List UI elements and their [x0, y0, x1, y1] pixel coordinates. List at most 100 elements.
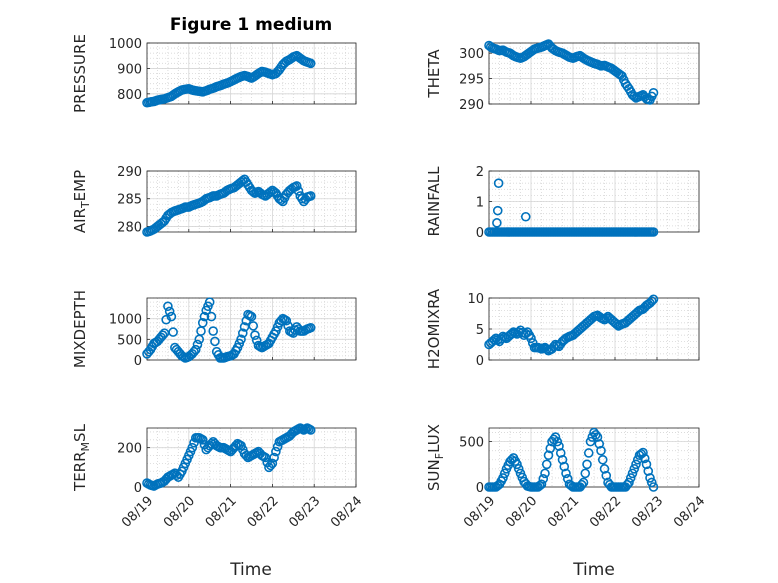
data-point — [166, 311, 177, 322]
figure-title: Figure 1 medium — [170, 15, 332, 35]
data-point — [646, 296, 657, 306]
data-point — [265, 460, 276, 471]
y-axis-label: THETA — [425, 49, 443, 99]
data-series — [484, 178, 659, 237]
data-point — [559, 461, 570, 472]
data-point — [269, 452, 279, 463]
data-point — [648, 294, 659, 305]
data-point — [643, 466, 654, 476]
data-point — [204, 297, 215, 307]
data-point — [641, 459, 652, 470]
data-point — [512, 459, 522, 470]
data-point — [541, 459, 552, 470]
y-tick-label: 290 — [117, 165, 142, 180]
y-tick-label: 0 — [476, 226, 484, 241]
x-axis-label-left: Time — [229, 560, 272, 580]
y-axis-label: SUNFLUX — [425, 424, 446, 491]
y-tick-label: 800 — [117, 88, 142, 103]
data-point — [594, 439, 605, 449]
data-series — [142, 50, 316, 108]
data-point — [192, 339, 203, 350]
data-point — [250, 330, 260, 341]
data-point — [489, 335, 500, 345]
y-tick-label: 1000 — [109, 313, 142, 328]
data-point — [552, 436, 563, 447]
y-tick-label: 2 — [476, 165, 484, 180]
axes-box — [146, 297, 357, 361]
data-point — [596, 445, 606, 456]
axes-box — [146, 170, 357, 233]
data-point — [648, 88, 659, 98]
y-tick-label: 290 — [459, 98, 484, 113]
data-point — [239, 322, 250, 332]
data-point — [281, 315, 292, 326]
subplot-3: 280 285 290 AIRTEMP — [71, 165, 357, 237]
data-point — [197, 434, 208, 445]
y-tick-label: 200 — [117, 442, 142, 457]
data-point — [540, 468, 550, 479]
subplot-2: 290 295 300 THETA — [425, 39, 700, 113]
data-point — [197, 317, 208, 328]
data-point — [168, 327, 178, 337]
data-series — [484, 294, 659, 356]
data-point — [498, 473, 508, 483]
data-point — [293, 186, 304, 196]
data-point — [236, 334, 246, 345]
data-point — [624, 477, 634, 488]
data-point — [526, 333, 536, 344]
subplot-5: 0 500 1000 MIXDEPTH — [71, 290, 357, 369]
data-point — [208, 326, 218, 336]
data-point — [597, 454, 608, 465]
data-point — [291, 181, 302, 191]
subplot-4: 0 1 2 RAINFALL — [425, 165, 700, 241]
data-point — [585, 436, 596, 447]
data-point — [248, 321, 259, 331]
y-tick-label: 1 — [476, 196, 484, 211]
data-point — [305, 58, 316, 69]
data-series — [142, 297, 316, 363]
data-point — [648, 482, 659, 492]
data-point — [627, 468, 638, 479]
data-point — [520, 211, 531, 222]
data-point — [536, 479, 547, 490]
data-series — [484, 39, 659, 105]
y-tick-label: 0 — [476, 354, 484, 369]
y-tick-label: 1000 — [109, 37, 142, 52]
y-axis-label: H2OMIXRA — [425, 288, 443, 369]
y-tick-label: 300 — [459, 47, 484, 62]
data-point — [599, 464, 610, 474]
data-point — [639, 453, 650, 464]
data-point — [199, 311, 210, 322]
data-point — [164, 306, 175, 317]
y-axis-label: TERRMSL — [71, 423, 92, 492]
data-point — [543, 450, 554, 461]
data-point — [557, 454, 568, 465]
data-point — [580, 468, 591, 479]
y-tick-label: 5 — [476, 323, 484, 338]
data-point — [210, 336, 220, 347]
x-axis-label-right: Time — [572, 560, 615, 580]
data-point — [582, 459, 592, 470]
y-axis-label: RAINFALL — [425, 166, 443, 237]
data-point — [648, 227, 659, 237]
y-tick-label: 280 — [117, 220, 142, 235]
data-point — [625, 473, 636, 483]
data-point — [248, 186, 259, 197]
data-point — [578, 477, 589, 488]
y-tick-label: 0 — [134, 354, 142, 369]
data-series — [142, 423, 316, 491]
data-point — [590, 430, 601, 440]
axes-box — [488, 42, 700, 105]
grid — [488, 42, 700, 105]
y-tick-label: 500 — [459, 436, 484, 451]
data-point — [538, 474, 549, 484]
data-point — [550, 432, 561, 442]
data-point — [305, 191, 316, 201]
data-point — [493, 178, 504, 188]
y-axis-label: AIRTEMP — [71, 170, 92, 233]
data-point — [645, 473, 655, 483]
y-tick-label: 10 — [467, 292, 484, 307]
data-point — [163, 301, 173, 312]
y-tick-label: 500 — [117, 333, 142, 348]
data-point — [576, 479, 587, 490]
